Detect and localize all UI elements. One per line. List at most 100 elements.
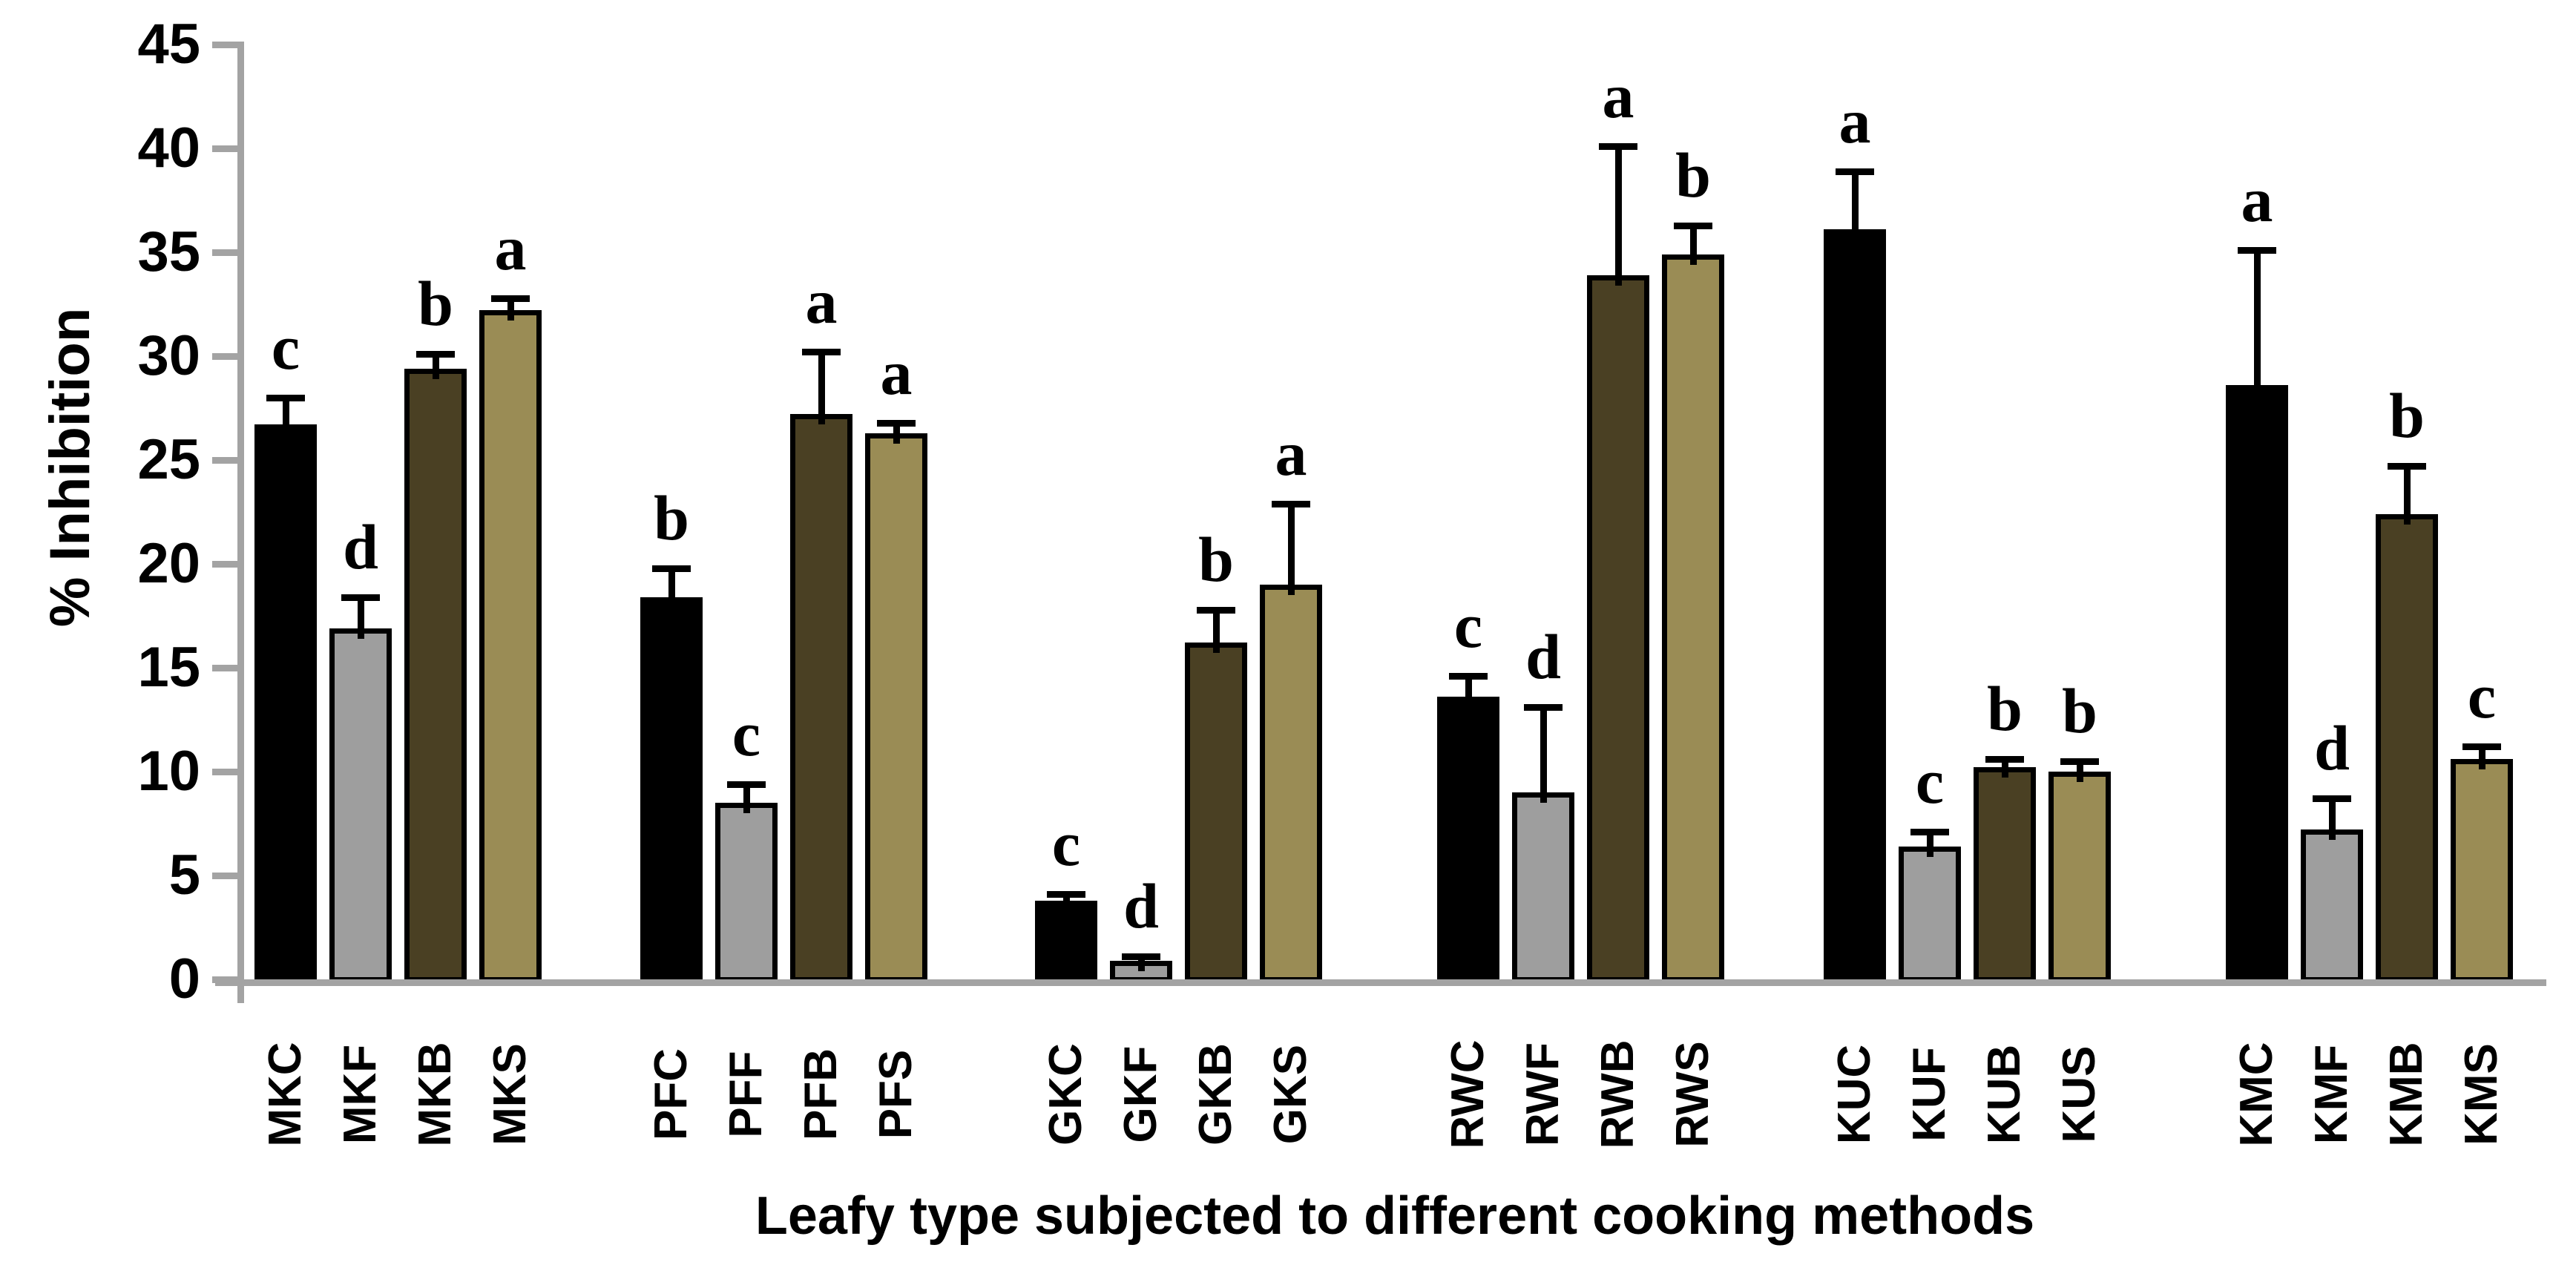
sig-letter-PFS: a (880, 336, 913, 408)
error-cap-KUF (1910, 829, 1949, 836)
bar-RWF (1512, 792, 1574, 982)
error-cap-PFC (652, 565, 691, 572)
error-line-MKS (507, 298, 514, 321)
error-cap-KMB (2388, 463, 2426, 470)
error-line-KMS (2479, 746, 2485, 770)
error-cap-GKF (1122, 953, 1160, 961)
x-label-KUB: KUB (1979, 1044, 2030, 1145)
bar-KMF (2301, 829, 2363, 982)
error-cap-PFF (727, 781, 766, 788)
bar-KUF (1899, 846, 1961, 982)
error-line-RWB (1615, 146, 1622, 286)
sig-letter-MKF: d (343, 510, 378, 582)
error-line-RWS (1690, 225, 1697, 265)
x-label-KUC: KUC (1829, 1044, 1880, 1145)
y-axis-line (237, 42, 244, 1003)
error-line-RWC (1465, 676, 1472, 708)
error-cap-PFB (802, 349, 841, 356)
y-tick-20 (212, 561, 237, 568)
y-tick-label-40: 40 (137, 116, 200, 180)
error-line-KMF (2329, 798, 2336, 841)
x-label-RWB: RWB (1592, 1039, 1643, 1149)
bar-KMC (2226, 385, 2288, 982)
error-cap-RWC (1449, 673, 1488, 680)
bar-MKS (479, 310, 542, 982)
bar-RWS (1662, 254, 1724, 982)
sig-letter-PFB: a (805, 266, 838, 338)
error-line-RWF (1540, 707, 1547, 803)
sig-letter-KMB: b (2389, 380, 2425, 452)
sig-letter-KUF: c (1915, 746, 1945, 818)
error-cap-GKB (1197, 606, 1235, 614)
error-cap-RWF (1524, 704, 1563, 712)
sig-letter-RWB: a (1602, 60, 1634, 132)
y-tick-40 (212, 145, 237, 152)
x-label-KMB: KMB (2381, 1042, 2432, 1147)
bar-GKB (1185, 643, 1247, 982)
x-label-KUF: KUF (1904, 1047, 1955, 1142)
x-label-KMF: KMF (2306, 1044, 2357, 1145)
y-tick-45 (212, 42, 237, 48)
bar-PFF (715, 803, 778, 982)
error-cap-GKS (1272, 500, 1310, 507)
error-line-PFB (818, 352, 825, 425)
error-line-GKB (1213, 609, 1220, 654)
x-axis-line (215, 979, 2546, 986)
error-cap-MKC (266, 395, 305, 401)
x-label-MKF: MKF (335, 1044, 386, 1145)
error-cap-KMF (2313, 795, 2351, 803)
y-tick-label-35: 35 (137, 220, 200, 283)
y-tick-label-5: 5 (168, 844, 200, 907)
y-tick-10 (212, 769, 237, 775)
sig-letter-PFF: c (732, 697, 761, 769)
y-tick-label-0: 0 (168, 947, 200, 1011)
sig-letter-PFC: b (654, 482, 689, 553)
error-line-MKB (433, 354, 439, 379)
sig-letter-KMF: d (2314, 712, 2350, 784)
sig-letter-KUB: b (1987, 673, 2023, 745)
sig-letter-KUS: b (2062, 675, 2097, 746)
y-tick-5 (212, 873, 237, 879)
x-label-RWC: RWC (1442, 1039, 1494, 1149)
bar-KUS (2048, 772, 2111, 982)
error-line-KUS (2077, 761, 2083, 782)
y-tick-35 (212, 249, 237, 256)
y-tick-label-45: 45 (137, 13, 200, 76)
y-tick-label-25: 25 (137, 428, 200, 491)
x-label-MKS: MKS (484, 1043, 536, 1146)
error-line-PFF (743, 783, 750, 813)
x-label-PFS: PFS (870, 1049, 921, 1140)
y-tick-30 (212, 353, 237, 360)
x-label-PFF: PFF (720, 1051, 772, 1138)
x-label-GKB: GKB (1190, 1043, 1241, 1146)
error-line-KUB (2002, 759, 2008, 778)
sig-letter-RWF: d (1525, 621, 1561, 693)
error-cap-RWS (1674, 222, 1712, 229)
sig-letter-KMS: c (2467, 660, 2497, 732)
error-cap-MKF (341, 594, 380, 601)
error-cap-KMC (2238, 247, 2276, 254)
error-line-KMC (2254, 250, 2261, 396)
sig-letter-KMC: a (2241, 164, 2273, 236)
bar-PFB (790, 414, 852, 982)
error-line-GKC (1063, 894, 1070, 911)
error-cap-MKB (416, 351, 455, 358)
error-line-PFC (668, 568, 675, 608)
bar-MKC (254, 424, 317, 982)
bar-MKB (404, 368, 467, 982)
error-line-KUF (1927, 832, 1933, 857)
error-line-GKF (1138, 956, 1145, 971)
sig-letter-GKF: d (1123, 870, 1159, 942)
y-tick-label-30: 30 (137, 324, 200, 387)
y-tick-15 (212, 665, 237, 671)
error-line-KUC (1852, 171, 1859, 240)
x-axis-title: Leafy type subjected to different cookin… (755, 1186, 2035, 1246)
x-label-GKS: GKS (1265, 1044, 1316, 1145)
sig-letter-MKS: a (494, 211, 527, 283)
bar-GKS (1260, 585, 1322, 982)
error-cap-MKS (491, 295, 530, 302)
error-cap-KUS (2060, 758, 2099, 765)
bar-PFS (865, 433, 927, 982)
error-cap-GKC (1047, 891, 1085, 898)
sig-letter-GKB: b (1198, 523, 1234, 595)
